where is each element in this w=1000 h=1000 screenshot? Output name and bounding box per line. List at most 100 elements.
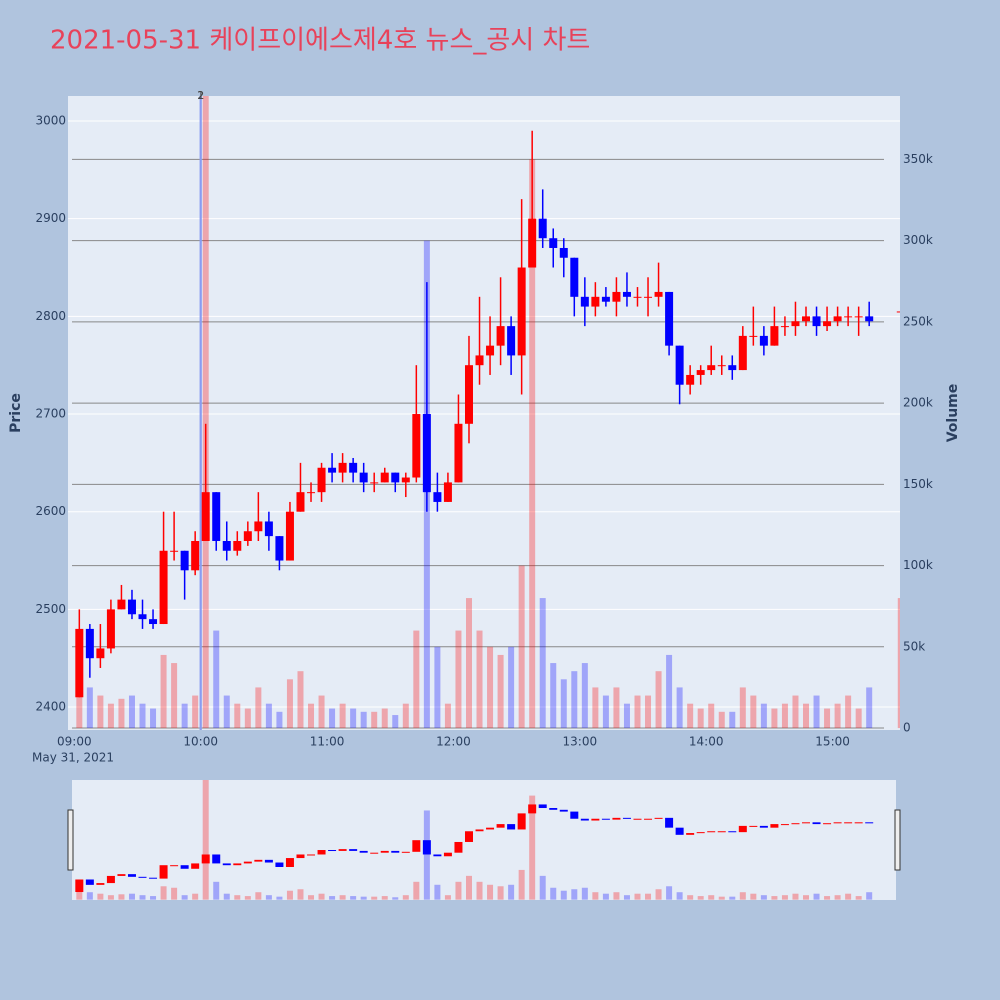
volume-bar [708, 703, 715, 729]
slider-candle [85, 879, 94, 885]
y2-tick-label: 50k [903, 639, 925, 653]
candle-body [738, 335, 747, 371]
candle-body [191, 541, 200, 571]
candle-body [275, 536, 284, 561]
candle-body [412, 414, 421, 478]
slider-candle [96, 883, 105, 885]
slider-volume [97, 893, 104, 900]
annotation: 2 [197, 89, 204, 102]
range-slider[interactable] [72, 780, 896, 900]
candle-body [454, 423, 463, 483]
slider-volume [655, 889, 662, 900]
slider-candle [170, 865, 179, 867]
candle-body [106, 609, 115, 649]
slider-volume [413, 881, 420, 900]
candle-body [707, 365, 716, 371]
slider-volume [718, 896, 725, 900]
volume-bar [792, 695, 799, 729]
slider-candle [191, 863, 200, 869]
slider-candle [433, 854, 442, 857]
slider-volume [371, 896, 378, 900]
candle-body [359, 472, 368, 483]
volume-bar [803, 703, 810, 729]
slider-candle [507, 824, 516, 830]
slider-volume [276, 896, 283, 900]
candle-body [496, 326, 505, 346]
volume-bar [329, 708, 336, 729]
slider-candle [528, 804, 537, 814]
candle-body [601, 296, 610, 302]
y2-tick-label: 200k [903, 396, 933, 410]
volume-bar [897, 598, 900, 729]
volume-bar [729, 711, 736, 729]
candle-body [127, 599, 136, 615]
slider-volume [286, 890, 293, 900]
volume-bar [550, 663, 557, 729]
volume-bar [297, 671, 304, 729]
candle-body [170, 550, 179, 552]
slider-volume [350, 896, 357, 900]
volume-bar [371, 711, 378, 729]
slider-candle [117, 874, 126, 876]
slider-handle[interactable] [894, 809, 901, 871]
candle-body [549, 238, 558, 248]
slider-volume [739, 892, 746, 900]
slider-candle [738, 825, 747, 833]
slider-volume [392, 897, 399, 900]
volume-bar [339, 703, 346, 729]
slider-candle [612, 817, 621, 820]
candle-body [96, 648, 105, 659]
y2-tick-label: 300k [903, 233, 933, 247]
slider-candle [370, 852, 379, 854]
volume-bar [444, 703, 451, 729]
slider-volume [518, 869, 525, 900]
volume-bar [360, 711, 367, 729]
slider-volume [792, 893, 799, 900]
volume-bar [592, 687, 599, 729]
slider-candle [622, 817, 631, 819]
slider-volume [508, 884, 515, 900]
candle-body [317, 467, 326, 493]
candle-body [580, 296, 589, 307]
slider-candle [749, 825, 758, 827]
candle-body [222, 541, 231, 551]
slider-volume [623, 895, 630, 900]
slider-candle [222, 863, 231, 866]
volume-bar [645, 695, 652, 729]
slider-volume [824, 896, 831, 900]
slider-volume [360, 896, 367, 900]
slider-volume [455, 881, 462, 900]
candle-body [370, 482, 379, 484]
slider-volume [181, 895, 188, 900]
volume-bar [676, 687, 683, 729]
candle-body [296, 492, 305, 512]
candle-body [180, 550, 189, 571]
volume-bar [781, 703, 788, 729]
candle-body [844, 316, 853, 318]
volume-bar [581, 663, 588, 729]
slider-volume [687, 895, 694, 900]
y2-tick-label: 150k [903, 477, 933, 491]
candle-body [896, 311, 900, 313]
slider-volume [160, 886, 167, 900]
slider-candle [570, 811, 579, 819]
volume-bar [497, 654, 504, 729]
x-tick-label: 09:00 [57, 735, 92, 749]
volume-bar [487, 646, 494, 729]
slider-candle [464, 831, 473, 842]
slider-volume [760, 895, 767, 900]
slider-volume [592, 892, 599, 900]
volume-bar [265, 703, 272, 729]
slider-volume [855, 896, 862, 900]
slider-candle [401, 851, 410, 853]
volume-bar [160, 654, 167, 729]
slider-volume [465, 875, 472, 900]
slider-candle [359, 850, 368, 853]
y-tick-label: 2600 [35, 504, 66, 518]
slider-candle [770, 824, 779, 828]
slider-volume [434, 884, 441, 900]
volume-bar [813, 695, 820, 729]
volume-bar [223, 695, 230, 729]
slider-handle[interactable] [67, 809, 74, 871]
